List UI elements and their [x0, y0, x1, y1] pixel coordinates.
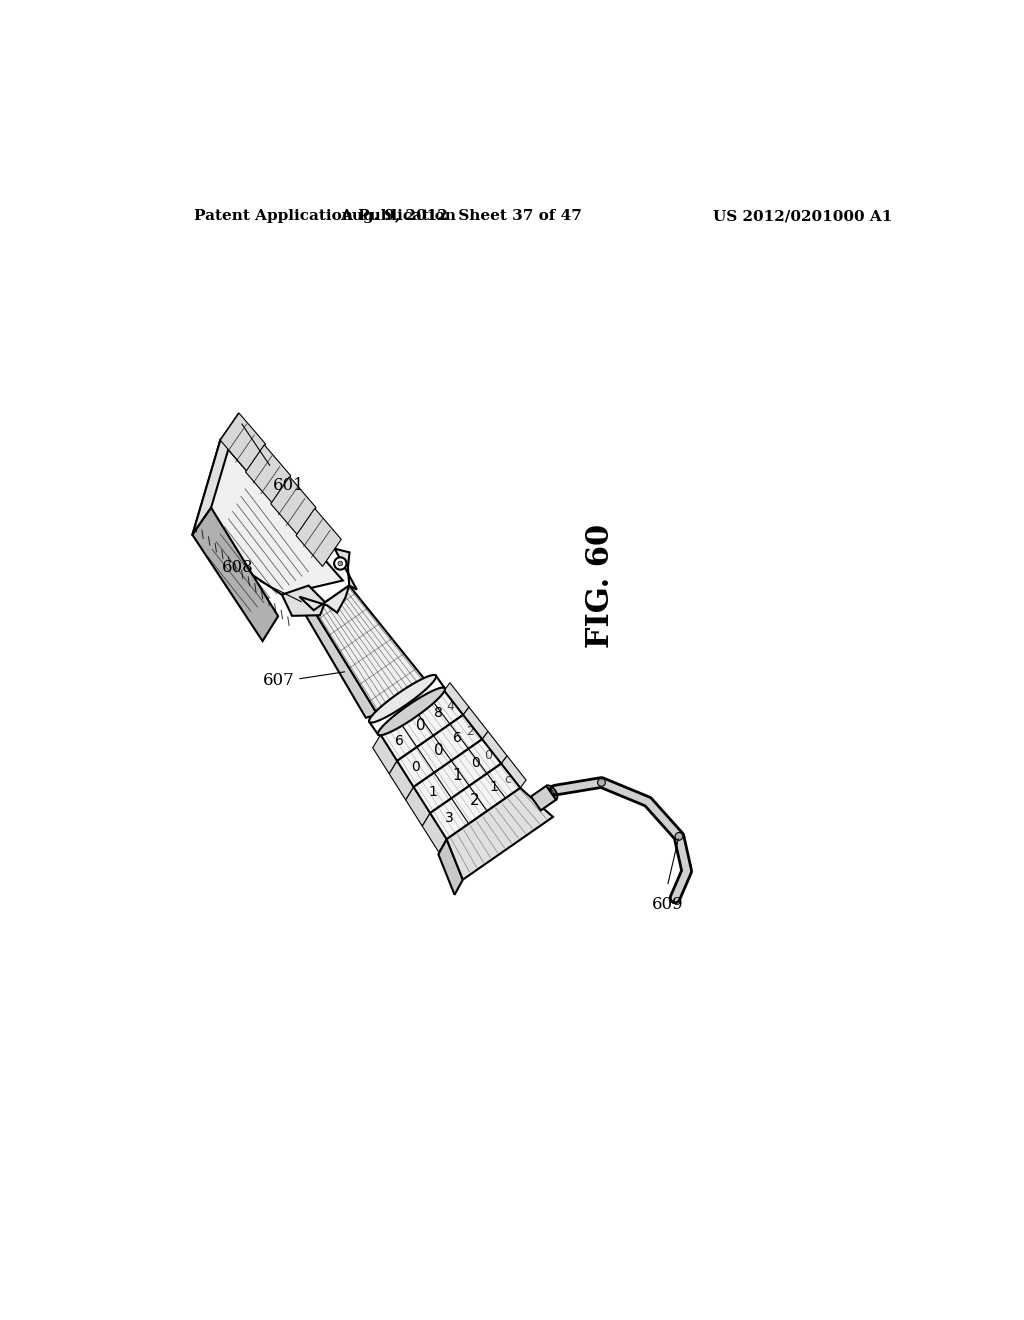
Circle shape	[675, 833, 683, 841]
Text: US 2012/0201000 A1: US 2012/0201000 A1	[713, 209, 892, 223]
Polygon shape	[369, 675, 436, 722]
Polygon shape	[422, 813, 446, 853]
Polygon shape	[438, 840, 463, 895]
Text: Aug. 9, 2012  Sheet 37 of 47: Aug. 9, 2012 Sheet 37 of 47	[340, 209, 583, 223]
Polygon shape	[406, 787, 430, 826]
Text: 1: 1	[489, 780, 499, 795]
Polygon shape	[296, 508, 341, 566]
Text: 3: 3	[445, 812, 454, 825]
Polygon shape	[446, 788, 553, 879]
Text: c: c	[504, 774, 511, 787]
Polygon shape	[193, 413, 239, 535]
Polygon shape	[193, 440, 343, 595]
Polygon shape	[430, 764, 520, 840]
Polygon shape	[381, 690, 463, 760]
Text: 0: 0	[471, 755, 480, 770]
Polygon shape	[305, 610, 378, 718]
Circle shape	[334, 557, 346, 570]
Text: 2: 2	[466, 725, 473, 738]
Text: 6: 6	[394, 734, 403, 747]
Polygon shape	[282, 586, 325, 616]
Text: 6: 6	[453, 731, 462, 744]
Text: 2: 2	[470, 793, 479, 808]
Polygon shape	[463, 708, 488, 739]
Polygon shape	[531, 785, 556, 810]
Text: FIG. 60: FIG. 60	[586, 524, 616, 648]
Polygon shape	[270, 477, 316, 535]
Text: 607: 607	[263, 672, 295, 689]
Polygon shape	[313, 586, 426, 714]
Polygon shape	[444, 682, 469, 715]
Polygon shape	[299, 586, 349, 612]
Text: 609: 609	[651, 896, 683, 913]
Text: 1: 1	[452, 768, 462, 783]
Text: 8: 8	[434, 706, 443, 721]
Text: 0: 0	[434, 743, 443, 758]
Polygon shape	[414, 739, 501, 813]
Text: 0: 0	[417, 718, 426, 733]
Text: 601: 601	[272, 477, 304, 494]
Text: 608: 608	[221, 560, 253, 576]
Polygon shape	[246, 445, 291, 503]
Polygon shape	[397, 715, 482, 787]
Polygon shape	[193, 508, 279, 642]
Polygon shape	[389, 760, 414, 800]
Polygon shape	[335, 549, 356, 590]
Polygon shape	[373, 735, 397, 774]
Text: 1: 1	[428, 785, 437, 800]
Text: 0: 0	[412, 759, 420, 774]
Polygon shape	[220, 413, 265, 471]
Text: 0: 0	[484, 748, 493, 762]
Circle shape	[338, 561, 343, 566]
Circle shape	[598, 779, 605, 787]
Text: Patent Application Publication: Patent Application Publication	[194, 209, 456, 223]
Polygon shape	[482, 731, 507, 764]
Polygon shape	[501, 756, 526, 788]
Text: 4: 4	[446, 700, 455, 713]
Polygon shape	[378, 688, 445, 735]
